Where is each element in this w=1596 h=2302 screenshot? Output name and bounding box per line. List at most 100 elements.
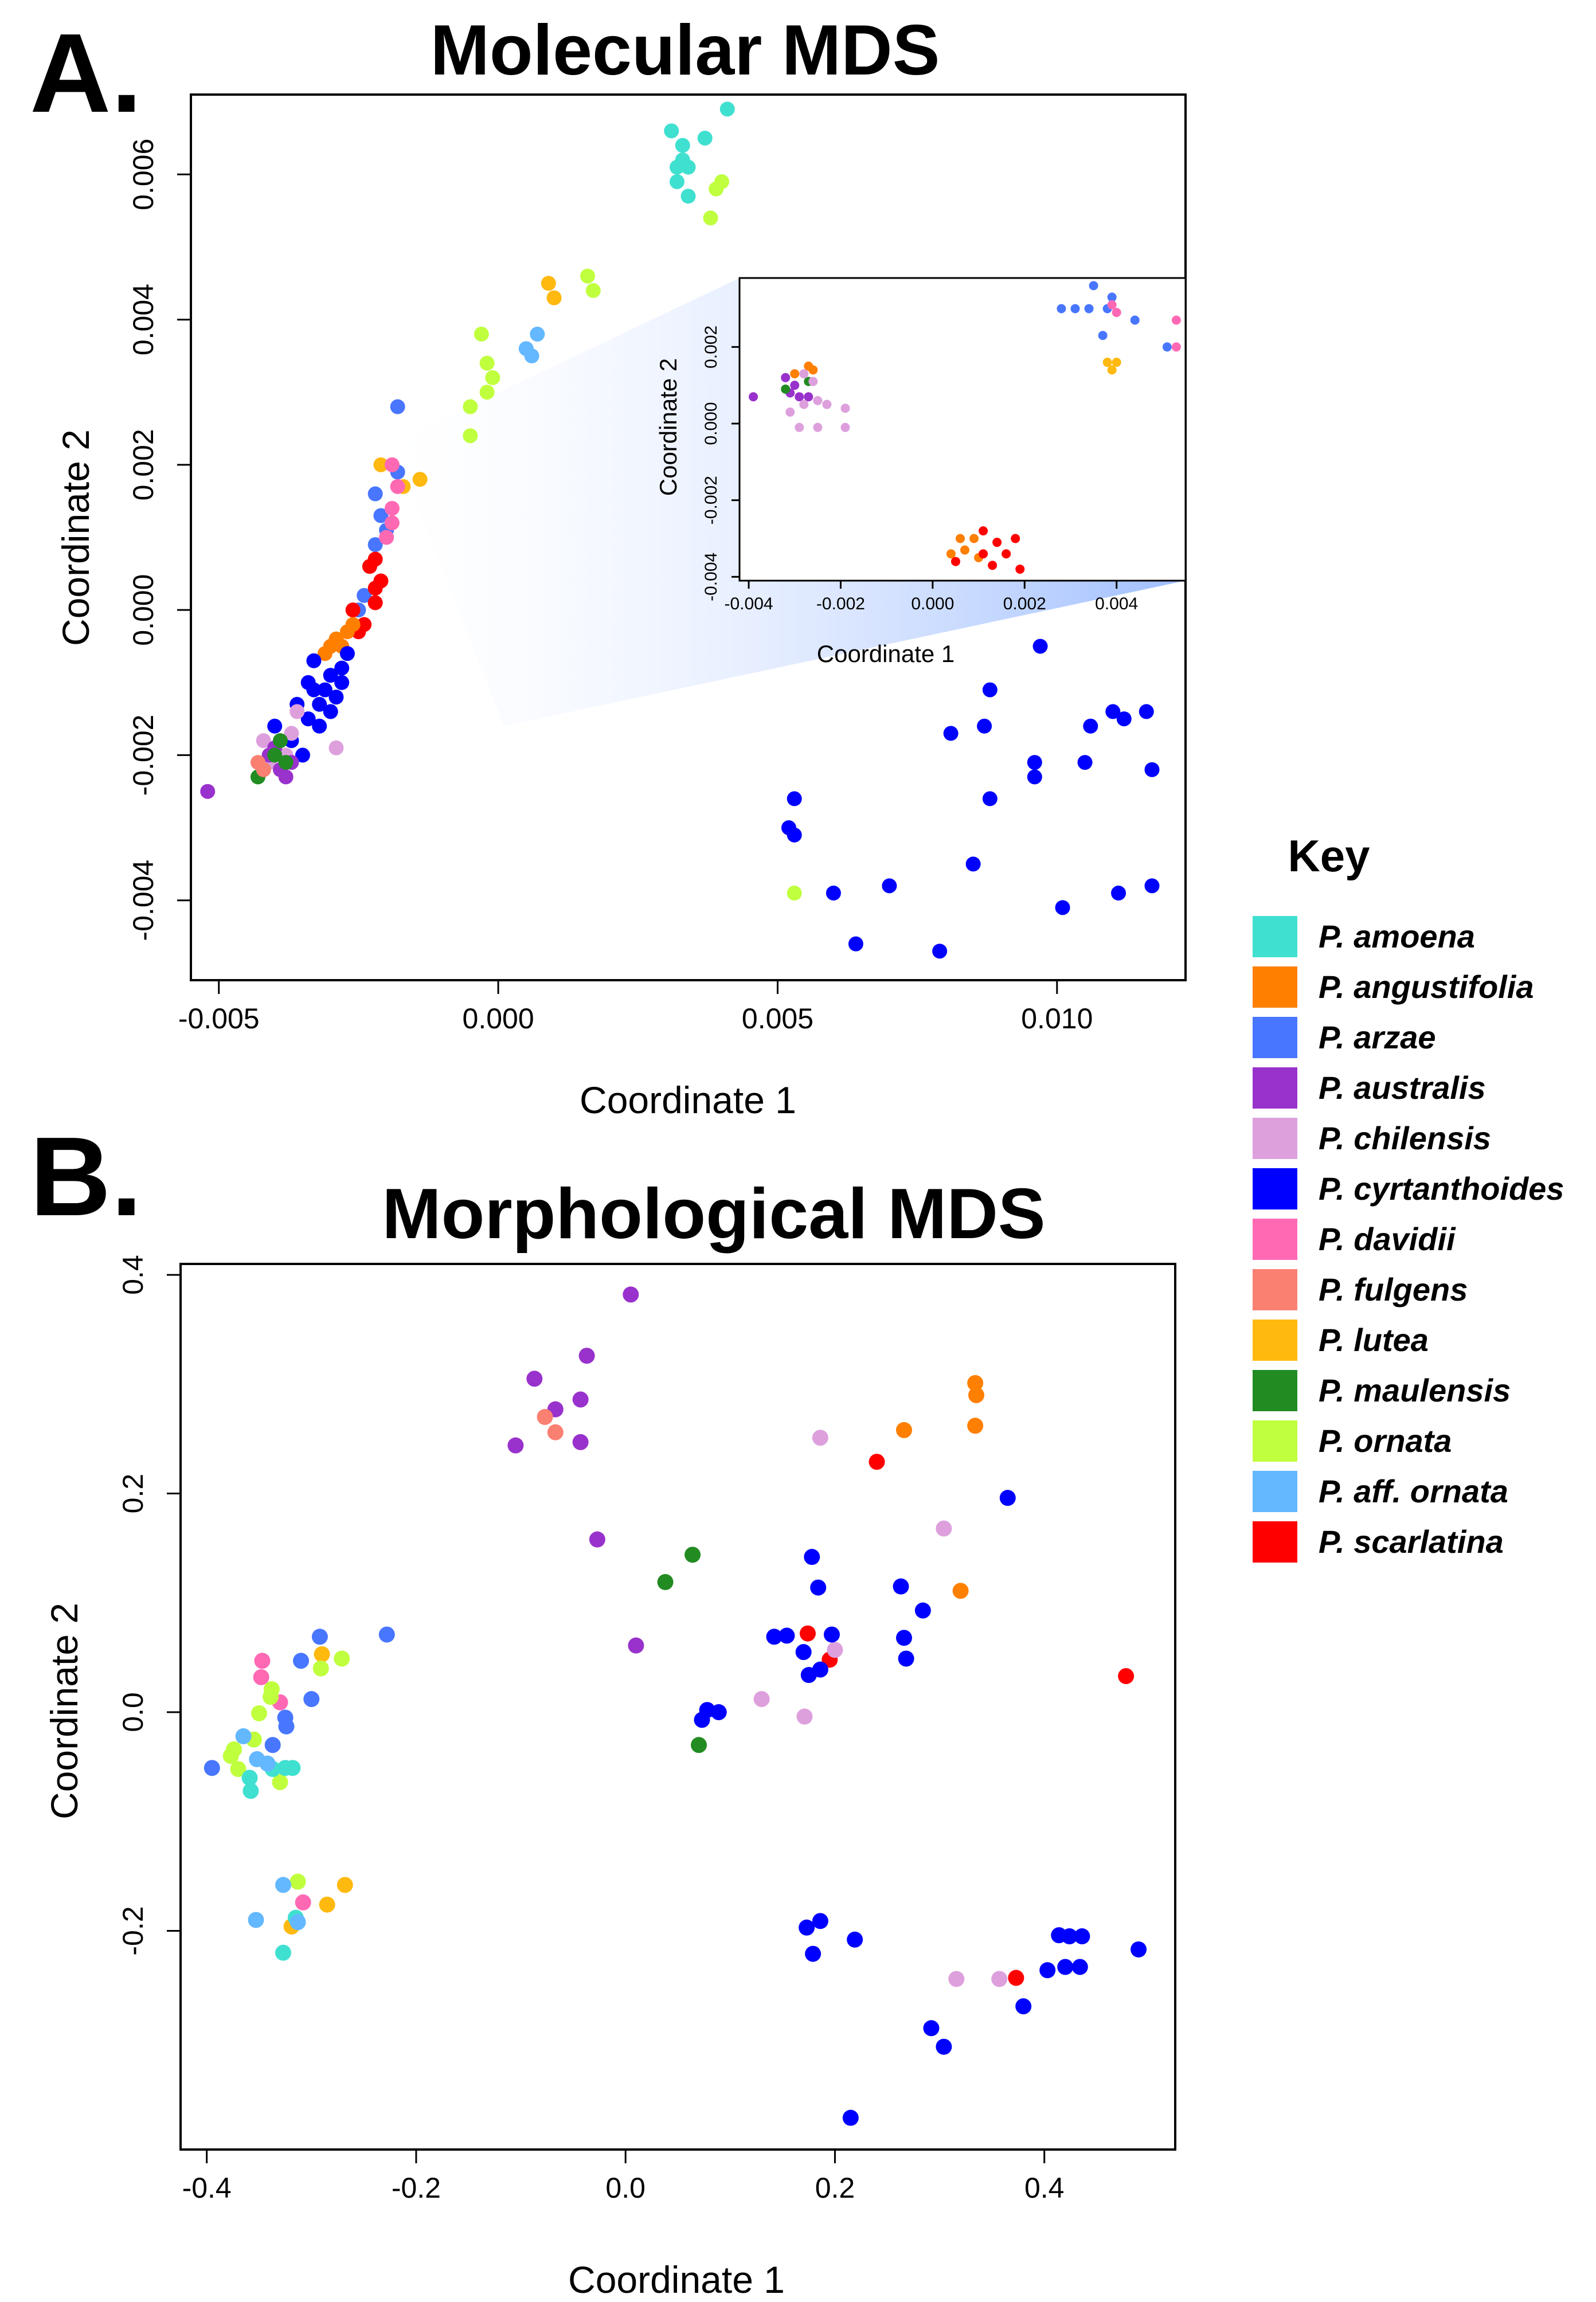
inset-point-scarlatina	[950, 557, 960, 566]
inset-point-arzae	[1070, 304, 1080, 314]
molecular-point-lutea	[373, 457, 389, 472]
inset-point-scarlatina	[979, 526, 988, 536]
morphological-point-ornata	[290, 1873, 306, 1890]
morphological-point-lutea	[314, 1646, 330, 1662]
morphological-point-ornata	[312, 1660, 329, 1677]
morphological-point-cyrtanthoides	[914, 1602, 931, 1619]
plot-b-y-label: Coordinate 2	[43, 1603, 85, 1819]
inset-point-scarlatina	[979, 549, 988, 559]
molecular-point-arzae	[390, 399, 405, 414]
molecular-point-arzae	[373, 508, 389, 523]
key-label-arzae: P. arzae	[1319, 1019, 1435, 1055]
plot-b-x-tick-label: 0.0	[605, 2172, 646, 2204]
molecular-point-amoena	[670, 174, 685, 189]
molecular-point-cyrtanthoides	[826, 886, 841, 901]
morphological-point-cyrtanthoides	[694, 1712, 710, 1728]
morphological-point-cyrtanthoides	[923, 2020, 940, 2037]
morphological-point-davidii	[253, 1669, 269, 1685]
molecular-point-amoena	[664, 123, 679, 139]
molecular-point-davidii	[384, 515, 400, 531]
morphological-point-fulgens	[537, 1409, 553, 1426]
morphological-point-cyrtanthoides	[805, 1945, 822, 1962]
morphological-point-arzae	[293, 1653, 310, 1669]
morphological-point-arzae	[378, 1626, 395, 1643]
chart-b-title: Morphological MDS	[382, 1175, 1045, 1254]
molecular-point-amoena	[680, 189, 696, 204]
molecular-point-ornata	[714, 174, 729, 189]
inset-point-angustifolia	[969, 534, 979, 543]
morphological-point-aff_ornata	[248, 1912, 264, 1928]
morphological-point-maulensis	[657, 1574, 674, 1591]
molecular-point-cyrtanthoides	[1055, 900, 1070, 915]
molecular-point-ornata	[585, 283, 601, 298]
morphological-point-cyrtanthoides	[810, 1579, 827, 1596]
key-swatch-australis	[1253, 1067, 1297, 1109]
morphological-point-scarlatina	[869, 1454, 885, 1470]
inset-x-tick-label: 0.002	[1003, 594, 1046, 613]
molecular-point-maulensis	[278, 755, 294, 770]
plot-a-y-tick-label: 0.004	[127, 284, 159, 355]
molecular-point-cyrtanthoides	[267, 718, 283, 734]
inset-point-arzae	[1130, 315, 1140, 325]
morphological-point-lutea	[337, 1877, 353, 1893]
plot-a-y-tick-label: 0.006	[127, 139, 159, 210]
molecular-point-amoena	[719, 101, 735, 117]
inset-x-tick-label: 0.000	[911, 594, 954, 613]
molecular-point-cyrtanthoides	[787, 791, 802, 807]
key-swatch-maulensis	[1253, 1370, 1297, 1411]
morphological-point-chilensis	[827, 1642, 843, 1658]
key-label-amoena: P. amoena	[1319, 918, 1475, 954]
morphological-point-scarlatina	[1008, 1970, 1024, 1986]
molecular-point-cyrtanthoides	[312, 718, 327, 734]
inset-point-lutea	[1112, 358, 1121, 367]
morphological-point-chilensis	[753, 1691, 770, 1708]
key-swatch-fulgens	[1253, 1269, 1297, 1310]
morphological-point-cyrtanthoides	[795, 1644, 812, 1661]
morphological-point-angustifolia	[967, 1375, 984, 1391]
morphological-point-chilensis	[948, 1971, 965, 1987]
molecular-point-scarlatina	[367, 595, 383, 610]
molecular-point-lutea	[412, 472, 428, 487]
plot-b-y-tick-label: 0.2	[117, 1474, 149, 1514]
morphological-point-ornata	[251, 1705, 267, 1721]
inset-x-label: Coordinate 1	[817, 640, 955, 667]
morphological-point-cyrtanthoides	[779, 1627, 795, 1644]
inset-point-arzae	[1084, 304, 1094, 314]
molecular-point-arzae	[367, 486, 383, 502]
molecular-point-ornata	[479, 385, 495, 400]
molecular-inset-plot: -0.004 -0.002 0.000 0.002 0.004 -0.004 -0.002…	[655, 277, 1187, 667]
inset-point-chilensis	[795, 422, 804, 432]
molecular-point-cyrtanthoides	[1077, 755, 1093, 770]
morphological-point-scarlatina	[799, 1625, 816, 1642]
molecular-point-cyrtanthoides	[848, 936, 863, 952]
morphological-point-davidii	[295, 1894, 311, 1910]
morphological-point-cyrtanthoides	[898, 1650, 914, 1667]
molecular-point-maulensis	[272, 733, 288, 749]
molecular-point-cyrtanthoides	[1083, 718, 1098, 734]
molecular-point-cyrtanthoides	[328, 690, 344, 705]
molecular-point-ornata	[485, 370, 500, 385]
key-items: P. amoena P. angustifolia P. arzae P. austr…	[1253, 916, 1564, 1563]
key-label-maulensis: P. maulensis	[1319, 1372, 1511, 1408]
inset-point-arzae	[1057, 304, 1066, 314]
morphological-point-cyrtanthoides	[1057, 1959, 1074, 1975]
morphological-point-cyrtanthoides	[1071, 1959, 1088, 1975]
key-label-fulgens: P. fulgens	[1319, 1271, 1468, 1307]
key-label-ornata: P. ornata	[1319, 1423, 1452, 1459]
morphological-point-ornata	[230, 1761, 247, 1778]
inset-point-chilensis	[785, 407, 795, 417]
plot-a-x-tick-label: -0.005	[178, 1003, 260, 1035]
molecular-point-chilensis	[256, 733, 271, 749]
morphological-point-australis	[623, 1286, 639, 1303]
morphological-point-australis	[526, 1371, 543, 1387]
molecular-point-arzae	[367, 537, 383, 553]
molecular-point-aff_ornata	[530, 326, 545, 342]
molecular-mds-plot: -0.005 0.000 0.005 0.010 -0.004 -0.002 0.000 0…	[54, 93, 1187, 1121]
plot-a-x-axis: -0.005 0.000 0.005 0.010	[178, 980, 1093, 1035]
molecular-point-ornata	[580, 268, 596, 284]
morphological-point-fulgens	[547, 1424, 564, 1440]
morphological-point-cyrtanthoides	[847, 1931, 863, 1948]
morphological-point-cyrtanthoides	[812, 1913, 828, 1929]
molecular-point-ornata	[474, 326, 489, 342]
chart-a-title: Molecular MDS	[431, 11, 940, 90]
